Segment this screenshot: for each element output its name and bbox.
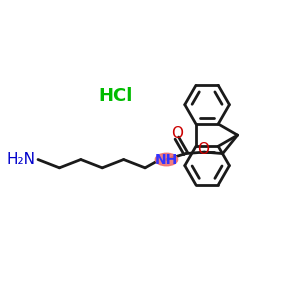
Ellipse shape [155,153,178,166]
Text: HCl: HCl [98,88,133,106]
Text: H₂N: H₂N [7,152,36,167]
Text: O: O [171,126,183,141]
Text: NH: NH [155,152,178,167]
Text: O: O [197,142,209,157]
